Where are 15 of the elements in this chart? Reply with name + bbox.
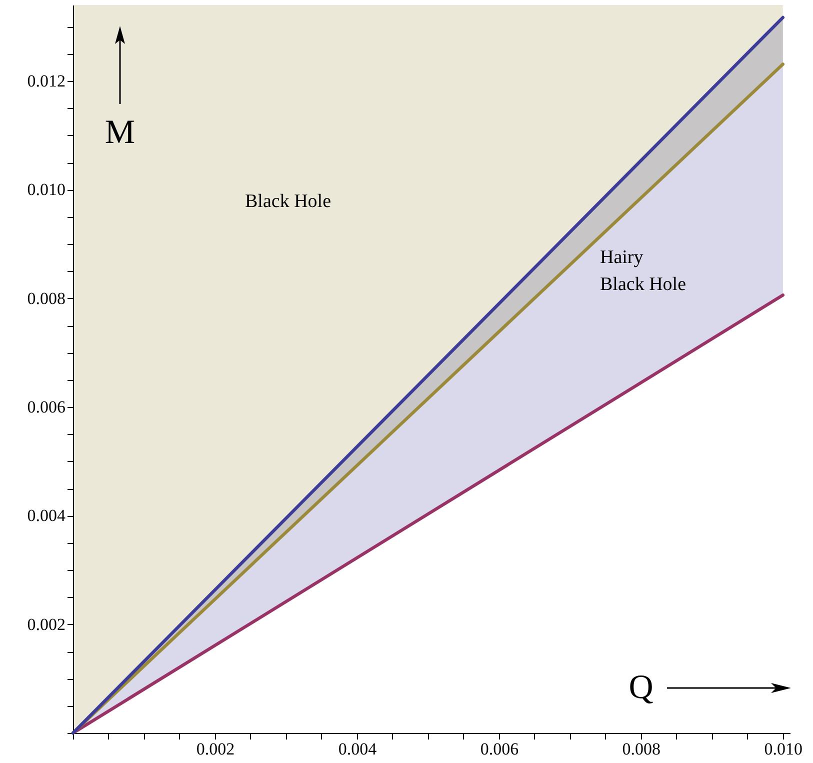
y-axis-title: M: [104, 114, 136, 151]
y-tick-label: 0.008: [27, 288, 66, 308]
x-tick-label: 0.006: [480, 740, 519, 758]
y-tick-label: 0.012: [27, 72, 66, 91]
y-tick-label: 0.006: [27, 398, 66, 417]
annotation: Black Hole: [245, 191, 332, 212]
y-tick-label: 0.004: [27, 506, 66, 526]
x-tick-label: 0.008: [622, 740, 661, 758]
annotation: Hairy Black Hole: [600, 247, 686, 295]
x-tick-label: 0.004: [338, 740, 378, 758]
y-tick-label: 0.002: [27, 614, 66, 634]
x-axis-title: Q: [628, 669, 654, 706]
y-tick-label: 0.010: [27, 180, 66, 200]
x-tick-label: 0.010: [764, 740, 803, 758]
x-tick-label: 0.002: [196, 740, 235, 758]
